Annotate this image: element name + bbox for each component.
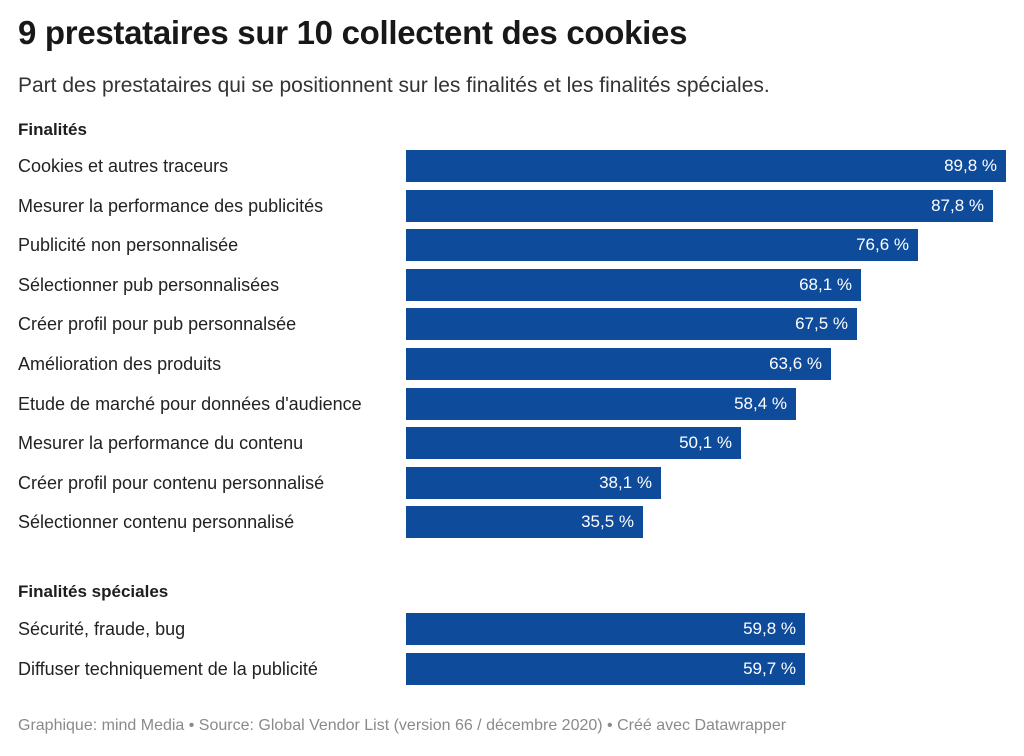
category-label: Mesurer la performance du contenu [18,433,304,453]
category-label: Amélioration des produits [18,354,222,374]
bar-value-label: 63,6 % [769,354,822,373]
bar-value-label: 58,4 % [734,394,787,413]
bar-value-label: 76,6 % [856,235,909,254]
bar-value-label: 35,5 % [581,512,634,531]
group-label: Finalités [18,120,87,139]
bar-value-label: 59,8 % [743,619,796,638]
category-label: Sélectionner pub personnalisées [18,275,280,295]
bar-value-label: 68,1 % [799,275,852,294]
bar: 87,8 % [406,190,993,222]
category-label: Créer profil pour pub personnalsée [18,314,297,334]
bar-value-label: 59,7 % [743,659,796,678]
bar: 38,1 % [406,467,661,499]
bar-value-label: 87,8 % [931,196,984,215]
bar: 76,6 % [406,229,918,261]
chart-footer: Graphique: mind Media • Source: Global V… [18,717,787,734]
bar: 63,6 % [406,348,831,380]
bar-value-label: 67,5 % [795,314,848,333]
bar: 67,5 % [406,308,857,340]
bar: 59,8 % [406,613,805,645]
category-label: Sélectionner contenu personnalisé [18,512,295,532]
category-label: Mesurer la performance des publicités [18,196,324,216]
bar: 58,4 % [406,388,796,420]
chart-subtitle: Part des prestataires qui se positionnen… [18,74,770,97]
group-label: Finalités spéciales [18,582,169,601]
chart-title: 9 prestataires sur 10 collectent des coo… [18,14,688,51]
bar: 59,7 % [406,653,805,685]
bar: 50,1 % [406,427,741,459]
bar-value-label: 50,1 % [679,433,732,452]
bar: 68,1 % [406,269,861,301]
category-label: Publicité non personnalisée [18,235,239,255]
category-label: Etude de marché pour données d'audience [18,394,362,414]
bar-value-label: 38,1 % [599,473,652,492]
bar: 35,5 % [406,506,643,538]
bar-value-label: 89,8 % [944,156,997,175]
bar: 89,8 % [406,150,1006,182]
category-label: Sécurité, fraude, bug [18,619,186,639]
category-label: Créer profil pour contenu personnalisé [18,473,325,493]
category-label: Diffuser techniquement de la publicité [18,659,318,679]
category-label: Cookies et autres traceurs [18,156,229,176]
